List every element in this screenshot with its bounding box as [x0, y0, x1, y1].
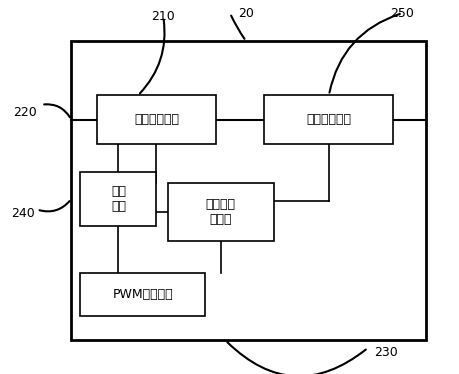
Text: 端口检测模块: 端口检测模块: [134, 113, 179, 126]
Text: 外控
模块: 外控 模块: [111, 185, 126, 213]
Text: 220: 220: [13, 106, 37, 119]
Text: 内控编解
码模块: 内控编解 码模块: [205, 198, 235, 226]
Bar: [80, 273, 204, 316]
Text: PWM显示模块: PWM显示模块: [112, 288, 173, 301]
Text: 250: 250: [390, 7, 414, 19]
Text: 校正转发模块: 校正转发模块: [306, 113, 351, 126]
Text: 210: 210: [151, 10, 175, 23]
Bar: [71, 41, 425, 340]
Text: 20: 20: [238, 7, 253, 19]
Text: 240: 240: [11, 207, 35, 220]
Bar: [80, 172, 156, 226]
Bar: [96, 95, 216, 144]
Bar: [168, 183, 273, 241]
Bar: [264, 95, 392, 144]
Text: 230: 230: [374, 346, 397, 359]
